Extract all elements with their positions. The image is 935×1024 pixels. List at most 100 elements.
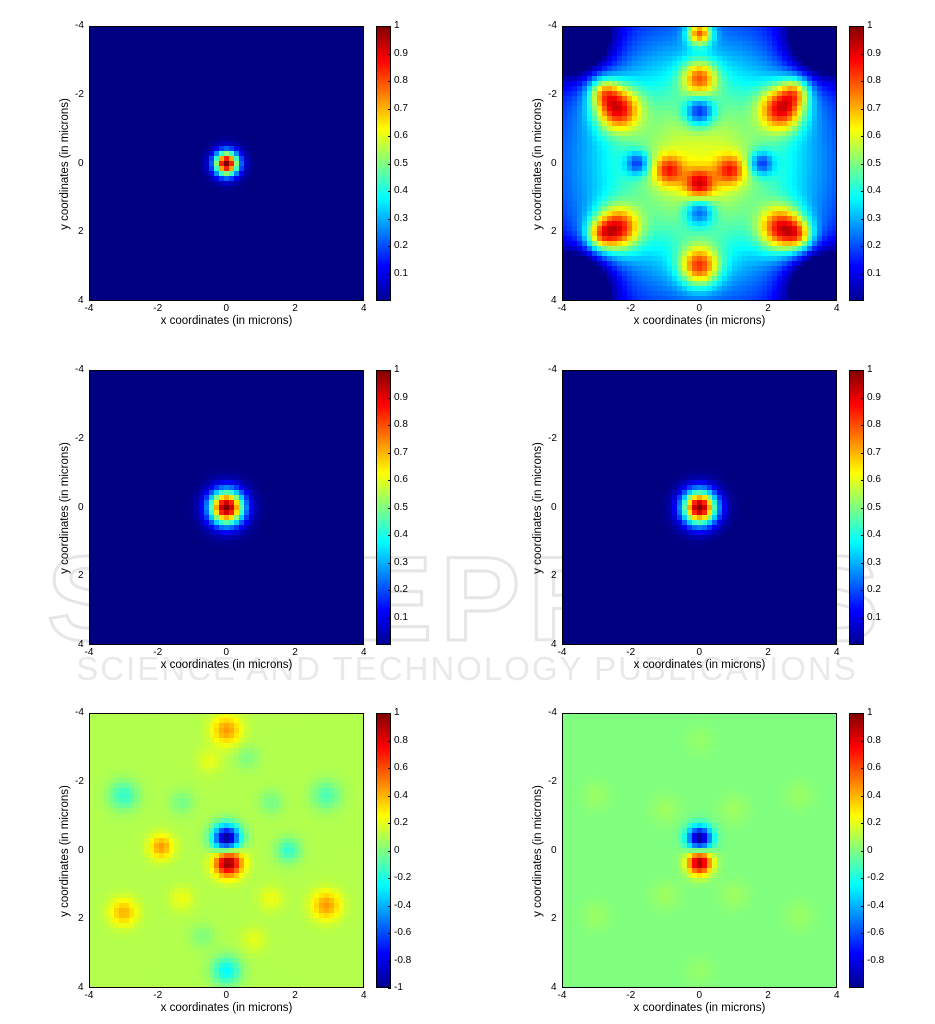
heatmap-cell bbox=[129, 161, 135, 167]
heatmap-cell bbox=[279, 206, 285, 212]
heatmap-cell bbox=[259, 56, 265, 62]
heatmap-cell bbox=[159, 216, 165, 222]
heatmap-cell bbox=[652, 31, 658, 37]
heatmap-cell bbox=[119, 236, 125, 242]
heatmap-cell bbox=[119, 56, 125, 62]
heatmap-cell bbox=[104, 41, 110, 47]
heatmap-cell bbox=[209, 271, 215, 277]
heatmap-cell bbox=[314, 181, 320, 187]
heatmap-cell bbox=[209, 116, 215, 122]
heatmap-cell bbox=[682, 26, 688, 32]
heatmap-cell bbox=[577, 36, 583, 42]
heatmap-cell bbox=[149, 71, 155, 77]
heatmap-cell bbox=[274, 291, 280, 297]
heatmap-cell bbox=[329, 91, 335, 97]
heatmap-cell bbox=[194, 121, 200, 127]
heatmap-cell bbox=[294, 136, 300, 142]
heatmap-cell bbox=[284, 211, 290, 217]
heatmap-cell bbox=[274, 106, 280, 112]
heatmap-cell bbox=[134, 131, 140, 137]
heatmap-cell bbox=[194, 41, 200, 47]
heatmap-cell bbox=[224, 76, 230, 82]
heatmap-cell bbox=[289, 31, 295, 37]
heatmap-cell bbox=[199, 131, 205, 137]
heatmap-cell bbox=[174, 101, 180, 107]
heatmap-cell bbox=[279, 126, 285, 132]
heatmap-cell bbox=[159, 146, 165, 152]
heatmap-cell bbox=[354, 131, 360, 137]
heatmap-cell bbox=[752, 26, 758, 32]
heatmap-cell bbox=[274, 256, 280, 262]
heatmap-cell bbox=[747, 26, 753, 32]
heatmap-cell bbox=[314, 76, 320, 82]
heatmap-cell bbox=[194, 61, 200, 67]
heatmap-cell bbox=[289, 196, 295, 202]
heatmap-cell bbox=[259, 116, 265, 122]
heatmap-cell bbox=[99, 296, 105, 301]
heatmap-cell bbox=[119, 41, 125, 47]
heatmap-cell bbox=[329, 136, 335, 142]
heatmap-cell bbox=[607, 31, 613, 37]
heatmap-cell bbox=[239, 51, 245, 57]
heatmap-cell bbox=[189, 266, 195, 272]
heatmap-cell bbox=[229, 31, 235, 37]
heatmap-cell bbox=[109, 171, 115, 177]
heatmap-cell bbox=[354, 151, 360, 157]
heatmap-cell bbox=[349, 76, 355, 82]
heatmap-cell bbox=[284, 286, 290, 292]
heatmap-cell bbox=[299, 261, 305, 267]
heatmap-cell bbox=[124, 91, 130, 97]
heatmap-cell bbox=[349, 216, 355, 222]
heatmap-cell bbox=[349, 236, 355, 242]
heatmap-cell bbox=[642, 36, 648, 42]
heatmap-cell bbox=[94, 281, 100, 287]
heatmap-cell bbox=[209, 206, 215, 212]
heatmap-cell bbox=[129, 241, 135, 247]
heatmap-cell bbox=[164, 216, 170, 222]
heatmap-cell bbox=[244, 116, 250, 122]
heatmap-cell bbox=[209, 181, 215, 187]
heatmap-cell bbox=[349, 96, 355, 102]
heatmap-cell bbox=[164, 81, 170, 87]
heatmap-cell bbox=[179, 251, 185, 257]
heatmap-cell bbox=[314, 261, 320, 267]
heatmap-cell bbox=[339, 181, 345, 187]
heatmap-cell bbox=[94, 211, 100, 217]
heatmap-cell bbox=[274, 71, 280, 77]
heatmap-cell bbox=[667, 31, 673, 37]
heatmap-cell bbox=[244, 86, 250, 92]
heatmap-cell bbox=[334, 126, 340, 132]
heatmap-cell bbox=[264, 31, 270, 37]
heatmap-cell bbox=[159, 241, 165, 247]
heatmap-cell bbox=[354, 156, 360, 162]
heatmap-cell bbox=[254, 36, 260, 42]
heatmap-cell bbox=[149, 191, 155, 197]
heatmap-cell bbox=[119, 261, 125, 267]
heatmap-cell bbox=[314, 156, 320, 162]
heatmap-cell bbox=[309, 201, 315, 207]
heatmap-cell bbox=[94, 296, 100, 301]
heatmap-cell bbox=[179, 51, 185, 57]
heatmap-cell bbox=[139, 166, 145, 172]
heatmap-cell bbox=[239, 136, 245, 142]
heatmap-cell bbox=[224, 51, 230, 57]
heatmap-cell bbox=[344, 146, 350, 152]
heatmap-cell bbox=[229, 126, 235, 132]
heatmap-cell bbox=[309, 36, 315, 42]
heatmap-cell bbox=[249, 261, 255, 267]
heatmap-cell bbox=[299, 51, 305, 57]
heatmap-cell bbox=[289, 116, 295, 122]
heatmap-cell bbox=[94, 126, 100, 132]
heatmap-cell bbox=[294, 26, 300, 32]
heatmap-cell bbox=[249, 61, 255, 67]
heatmap-cell bbox=[284, 246, 290, 252]
heatmap-cell bbox=[199, 221, 205, 227]
heatmap-cell bbox=[274, 166, 280, 172]
heatmap-cell bbox=[179, 206, 185, 212]
heatmap-cell bbox=[562, 26, 568, 32]
heatmap-cell bbox=[199, 161, 205, 167]
heatmap-cell bbox=[199, 281, 205, 287]
heatmap-cell bbox=[304, 266, 310, 272]
heatmap-cell bbox=[587, 31, 593, 37]
heatmap-cell bbox=[89, 41, 95, 47]
